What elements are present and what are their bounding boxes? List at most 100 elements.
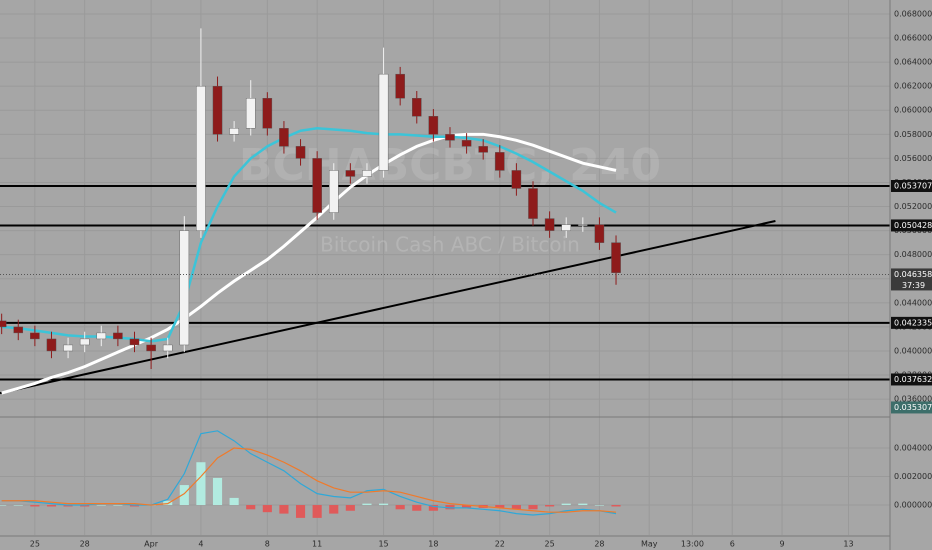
macd-histogram-bar	[495, 505, 505, 508]
candle-body	[229, 128, 239, 135]
macd-histogram-bar	[462, 505, 472, 508]
candle-body	[63, 344, 73, 352]
trendline	[0, 220, 776, 395]
x-tick-label: May	[641, 540, 658, 549]
macd-histogram-bar	[262, 505, 272, 513]
grid	[0, 0, 890, 535]
x-tick-label: Apr	[144, 540, 159, 549]
macd-histogram-bar	[395, 505, 405, 510]
macd-histogram-bar	[412, 505, 422, 511]
x-tick-label: 11	[312, 540, 322, 549]
candle-body	[511, 170, 522, 189]
moving-average	[1, 132, 617, 395]
x-tick-label: 15	[378, 540, 388, 549]
candle-body	[495, 152, 505, 171]
level-label: 0.053707	[894, 181, 932, 190]
watermark-subtitle: Bitcoin Cash ABC / Bitcoin	[320, 233, 580, 257]
marks	[0, 28, 890, 518]
macd-signal-line	[1, 447, 617, 513]
x-tick-label: 25	[30, 540, 40, 549]
macd-histogram-bar	[196, 462, 206, 506]
macd-histogram-bar	[96, 505, 106, 506]
macd-histogram-bar	[30, 505, 40, 507]
price-label: 0.046358	[894, 270, 932, 279]
macd-tick-label: 0.002000	[894, 472, 932, 481]
candle-body	[245, 98, 256, 129]
candle-body	[461, 140, 472, 147]
candle-body	[212, 85, 223, 135]
y-tick-label: 0.062000	[894, 82, 932, 91]
candle-body	[30, 332, 40, 340]
candle-body	[129, 338, 140, 346]
macd-histogram-bar	[445, 505, 455, 510]
macd-tick-label: 0.000000	[894, 501, 932, 510]
candle-body	[594, 224, 605, 243]
macd-histogram-bar	[229, 497, 239, 506]
y-tick-label: 0.044000	[894, 298, 932, 307]
macd-histogram-bar	[428, 505, 438, 511]
macd-histogram-bar	[0, 505, 7, 506]
candle-body	[162, 344, 173, 352]
candle-body	[328, 170, 339, 213]
macd-histogram-bar	[345, 505, 355, 511]
candle-body	[179, 230, 190, 346]
candle-body	[478, 146, 488, 153]
axes: 25 28 Apr 4 8 11 15 18 22 25 28 May 13:00 6 9 13 0.03600…	[30, 9, 932, 549]
macd-histogram-bar	[329, 505, 339, 514]
level-label: 0.042335	[894, 318, 932, 327]
macd-histogram-bar	[312, 505, 322, 518]
candle-body	[46, 338, 57, 352]
candle-body	[395, 73, 405, 99]
level-label: 0.037632	[894, 375, 932, 384]
candle-body	[445, 134, 455, 141]
candle-body	[378, 73, 389, 171]
candle-body	[13, 326, 24, 334]
candle-body	[611, 242, 621, 273]
macd-histogram-bar	[511, 505, 521, 510]
candle-body	[295, 146, 306, 159]
candle-body	[279, 128, 289, 147]
candle-body	[0, 320, 7, 328]
candle-body	[96, 332, 107, 340]
macd-histogram-bar	[279, 505, 289, 514]
y-tick-label: 0.052000	[894, 202, 932, 211]
countdown: 37:39	[902, 281, 925, 290]
macd-histogram-bar	[246, 505, 256, 510]
macd-histogram-bar	[163, 500, 173, 506]
y-tick-label: 0.040000	[894, 346, 932, 355]
macd-histogram-bar	[212, 477, 223, 506]
candle-body	[578, 224, 588, 226]
candle-body	[113, 332, 123, 340]
macd-histogram-bar	[129, 505, 140, 507]
level-label-box	[891, 179, 932, 192]
candle-body	[428, 116, 439, 135]
macd-histogram-bar	[594, 505, 604, 506]
y-tick-label: 0.060000	[894, 106, 932, 115]
x-tick-label: 28	[80, 540, 90, 549]
level-label-box	[891, 219, 932, 232]
macd-histogram-bar	[545, 505, 555, 507]
candle-body	[196, 85, 206, 231]
y-tick-label: 0.064000	[894, 58, 932, 67]
macd-histogram-bar	[561, 503, 571, 506]
macd-tick-label: 0.004000	[894, 443, 932, 452]
macd-histogram-bar	[611, 505, 621, 507]
x-tick-label: 22	[495, 540, 505, 549]
macd-histogram-bar	[113, 505, 123, 506]
candle-body	[262, 98, 273, 129]
macd-histogram-bar	[179, 485, 189, 506]
candle-body	[528, 188, 538, 219]
y-tick-label: 0.068000	[894, 9, 932, 18]
macd-histogram-bar	[80, 505, 90, 507]
y-tick-label: 0.048000	[894, 250, 932, 259]
candle-body	[146, 344, 156, 352]
y-tick-label: 0.058000	[894, 130, 932, 139]
level-label: 0.050428	[894, 221, 932, 230]
volume-label-box	[891, 401, 932, 414]
price-label-box	[891, 268, 932, 291]
x-tick-label: 28	[594, 540, 604, 549]
macd-histogram-bar	[378, 503, 389, 506]
x-tick-label: 8	[265, 540, 270, 549]
x-tick-label: 25	[545, 540, 555, 549]
x-tick-label: 18	[428, 540, 438, 549]
